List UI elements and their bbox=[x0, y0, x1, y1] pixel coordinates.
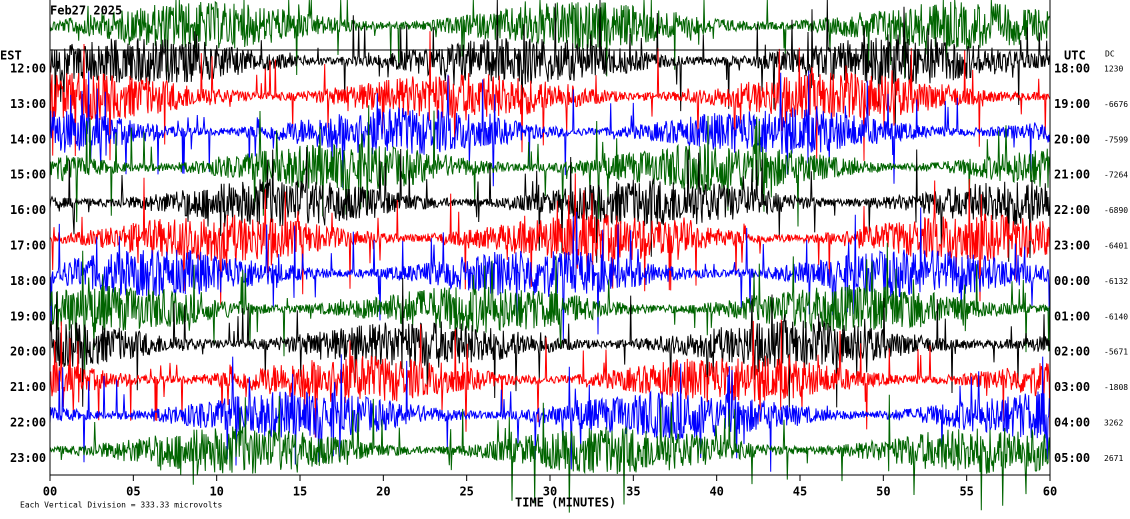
trace bbox=[49, 31, 1051, 161]
dc-value: -7264 bbox=[1104, 171, 1128, 180]
x-tick-label: 60 bbox=[1043, 485, 1057, 499]
trace bbox=[49, 354, 1051, 472]
row-label-est: 16:00 bbox=[10, 203, 46, 217]
x-tick-label: 30 bbox=[543, 485, 557, 499]
trace bbox=[49, 70, 1051, 189]
row-label-est: 21:00 bbox=[10, 380, 46, 394]
x-tick-label: 50 bbox=[876, 485, 890, 499]
dc-value: 1230 bbox=[1104, 65, 1123, 74]
row-label-est: 12:00 bbox=[10, 62, 46, 76]
row-label-utc: 04:00 bbox=[1054, 416, 1090, 430]
trace bbox=[49, 0, 1051, 125]
footer: Each Vertical Division = 333.33 microvol… bbox=[20, 501, 222, 510]
dc-value: -6140 bbox=[1104, 312, 1128, 321]
x-tick-label: 55 bbox=[959, 485, 973, 499]
row-label-utc: 19:00 bbox=[1054, 97, 1090, 111]
trace bbox=[49, 207, 1051, 341]
row-label-est: 23:00 bbox=[10, 451, 46, 465]
row-label-utc: 20:00 bbox=[1054, 132, 1090, 146]
row-label-utc: 21:00 bbox=[1054, 168, 1090, 182]
dc-value: -7599 bbox=[1104, 135, 1128, 144]
row-label-utc: 05:00 bbox=[1054, 451, 1090, 465]
row-label-est: 20:00 bbox=[10, 345, 46, 359]
x-label: TIME (MINUTES) bbox=[515, 496, 616, 510]
row-label-utc: 01:00 bbox=[1054, 309, 1090, 323]
left-header: EST bbox=[0, 49, 22, 63]
x-tick-label: 15 bbox=[293, 485, 307, 499]
right-header: UTC bbox=[1064, 49, 1086, 63]
trace bbox=[49, 242, 1051, 374]
trace bbox=[49, 319, 1051, 443]
x-tick-label: 25 bbox=[459, 485, 473, 499]
row-label-est: 18:00 bbox=[10, 274, 46, 288]
row-label-utc: 00:00 bbox=[1054, 274, 1090, 288]
trace bbox=[49, 394, 1051, 513]
dc-value: -1808 bbox=[1104, 383, 1128, 392]
dc-value: -6132 bbox=[1104, 277, 1128, 286]
x-tick-label: 05 bbox=[126, 485, 140, 499]
row-label-est: 13:00 bbox=[10, 97, 46, 111]
row-label-utc: 02:00 bbox=[1054, 345, 1090, 359]
dc-header: DC bbox=[1105, 50, 1115, 59]
dc-value: -6401 bbox=[1104, 242, 1128, 251]
trace bbox=[49, 146, 1051, 263]
row-label-est: 14:00 bbox=[10, 132, 46, 146]
row-label-est: 22:00 bbox=[10, 416, 46, 430]
x-tick-label: 00 bbox=[43, 485, 57, 499]
row-label-utc: 22:00 bbox=[1054, 203, 1090, 217]
dc-value: -6890 bbox=[1104, 206, 1128, 215]
trace bbox=[49, 277, 1051, 408]
title: Feb27 2025 bbox=[50, 4, 122, 18]
x-tick-label: 40 bbox=[709, 485, 723, 499]
x-tick-label: 20 bbox=[376, 485, 390, 499]
dc-value: -6676 bbox=[1104, 100, 1128, 109]
dc-value: 2671 bbox=[1104, 454, 1123, 463]
x-tick-label: 35 bbox=[626, 485, 640, 499]
traces bbox=[49, 0, 1051, 513]
x-tick-label: 10 bbox=[209, 485, 223, 499]
trace bbox=[49, 0, 1051, 79]
row-label-utc: 03:00 bbox=[1054, 380, 1090, 394]
row-label-est: 15:00 bbox=[10, 168, 46, 182]
dc-value: -5671 bbox=[1104, 348, 1128, 357]
dc-value: 3262 bbox=[1104, 419, 1123, 428]
trace bbox=[49, 173, 1051, 305]
row-label-est: 19:00 bbox=[10, 309, 46, 323]
row-label-est: 17:00 bbox=[10, 239, 46, 253]
trace bbox=[49, 105, 1051, 227]
x-tick-label: 45 bbox=[793, 485, 807, 499]
row-label-utc: 18:00 bbox=[1054, 62, 1090, 76]
row-label-utc: 23:00 bbox=[1054, 239, 1090, 253]
